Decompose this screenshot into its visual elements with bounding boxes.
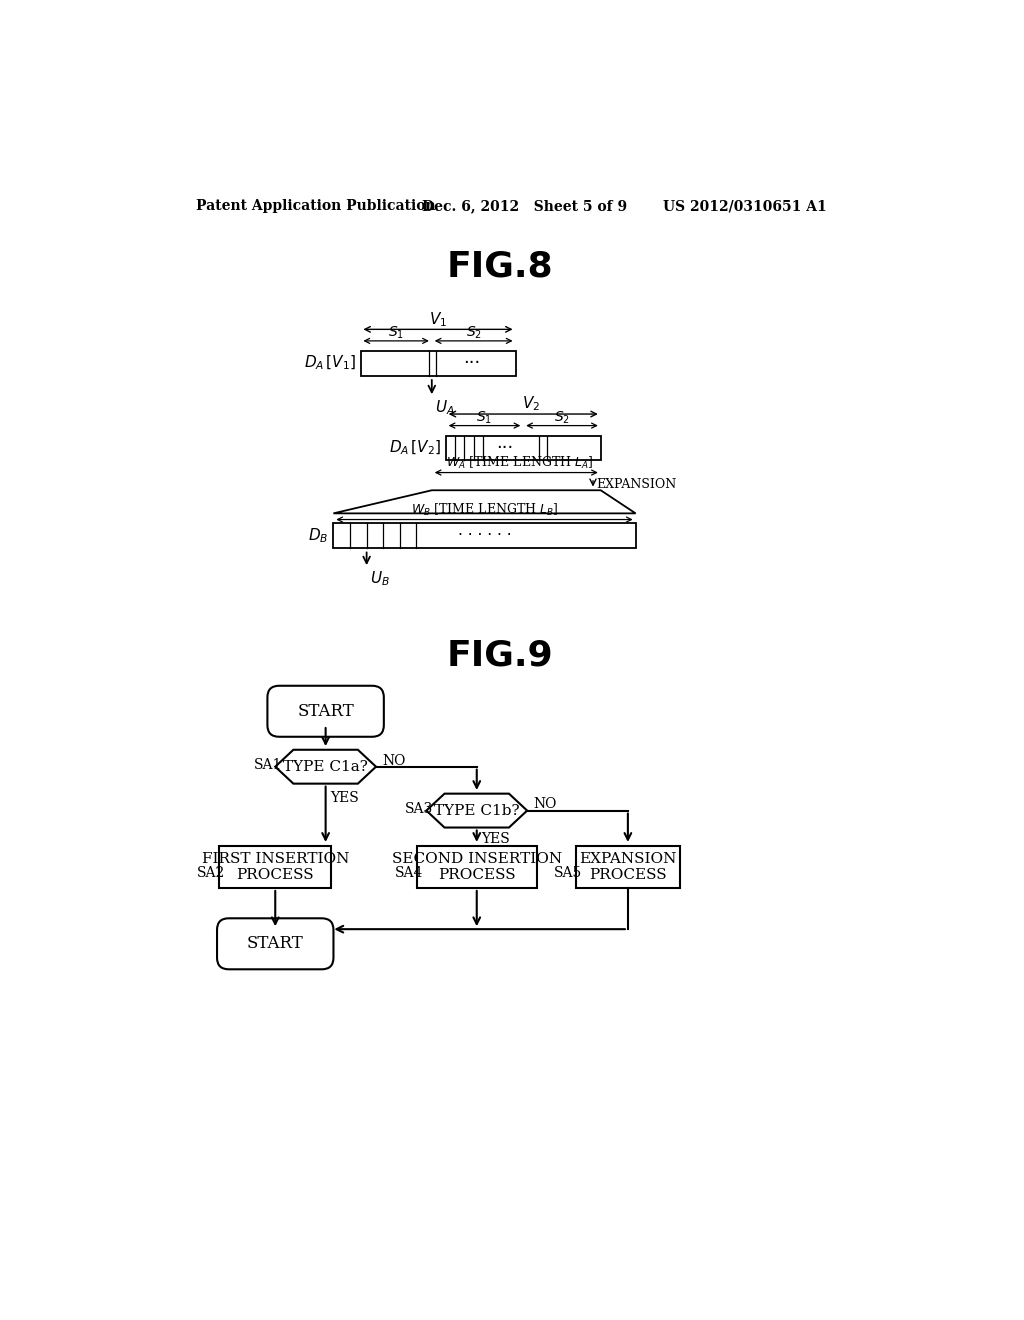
Text: $V_2$: $V_2$ [522, 395, 540, 413]
Text: $W_A$ [TIME LENGTH $L_A$]: $W_A$ [TIME LENGTH $L_A$] [446, 455, 594, 471]
Bar [360, 351, 515, 376]
Text: SA1: SA1 [254, 758, 282, 772]
Polygon shape [275, 750, 376, 784]
Text: $S_2$: $S_2$ [466, 325, 481, 342]
Text: ···: ··· [464, 354, 480, 372]
Text: FIG.8: FIG.8 [446, 249, 553, 284]
Text: $W_B$ [TIME LENGTH $L_B$]: $W_B$ [TIME LENGTH $L_B$] [411, 502, 558, 519]
Text: Patent Application Publication: Patent Application Publication [197, 199, 436, 213]
Text: $U_A$: $U_A$ [435, 399, 455, 417]
Bar [445, 436, 601, 461]
Text: START: START [247, 936, 304, 952]
Text: START: START [297, 702, 354, 719]
Bar [334, 523, 636, 548]
Text: EXPANSION: EXPANSION [596, 478, 676, 491]
Text: $S_2$: $S_2$ [554, 409, 570, 426]
Text: TYPE C1a?: TYPE C1a? [284, 760, 368, 774]
Text: FIG.9: FIG.9 [446, 638, 553, 672]
Text: TYPE C1b?: TYPE C1b? [434, 804, 519, 817]
Text: YES: YES [481, 832, 510, 846]
Text: $V_1$: $V_1$ [429, 310, 447, 329]
Text: NO: NO [534, 797, 557, 812]
Text: SECOND INSERTION
PROCESS: SECOND INSERTION PROCESS [392, 851, 562, 882]
Text: SA3: SA3 [404, 803, 433, 816]
Text: $D_A\,[V_1]$: $D_A\,[V_1]$ [303, 354, 356, 372]
Text: NO: NO [382, 754, 406, 767]
Text: SA4: SA4 [395, 866, 423, 880]
Text: $U_B$: $U_B$ [370, 570, 389, 589]
Text: Dec. 6, 2012   Sheet 5 of 9: Dec. 6, 2012 Sheet 5 of 9 [423, 199, 628, 213]
Bar [575, 846, 680, 888]
Bar [219, 846, 332, 888]
Bar [417, 846, 537, 888]
Text: YES: YES [331, 791, 359, 804]
Text: $D_B$: $D_B$ [308, 527, 329, 545]
FancyBboxPatch shape [267, 686, 384, 737]
Polygon shape [426, 793, 527, 828]
Text: SA5: SA5 [554, 866, 582, 880]
Text: $D_A\,[V_2]$: $D_A\,[V_2]$ [389, 438, 441, 457]
Text: $S_1$: $S_1$ [388, 325, 404, 342]
Text: US 2012/0310651 A1: US 2012/0310651 A1 [663, 199, 826, 213]
Text: $S_1$: $S_1$ [476, 409, 493, 426]
Text: · · · · · ·: · · · · · · [458, 528, 511, 544]
Text: FIRST INSERTION
PROCESS: FIRST INSERTION PROCESS [202, 851, 349, 882]
Text: ···: ··· [496, 440, 513, 457]
Text: EXPANSION
PROCESS: EXPANSION PROCESS [580, 851, 677, 882]
FancyBboxPatch shape [217, 919, 334, 969]
Text: SA2: SA2 [198, 866, 225, 880]
Polygon shape [334, 490, 636, 513]
